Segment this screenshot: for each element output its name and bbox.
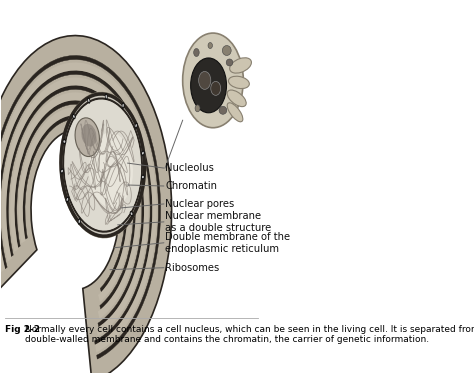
Ellipse shape <box>79 220 80 223</box>
Wedge shape <box>2 77 148 336</box>
Wedge shape <box>0 70 152 345</box>
Wedge shape <box>18 107 132 302</box>
Ellipse shape <box>106 95 107 98</box>
Ellipse shape <box>227 103 243 122</box>
Ellipse shape <box>131 212 132 215</box>
Text: Fig 2-2: Fig 2-2 <box>5 325 40 334</box>
Ellipse shape <box>61 170 63 172</box>
Ellipse shape <box>135 123 138 129</box>
Ellipse shape <box>122 104 124 107</box>
Ellipse shape <box>78 218 81 225</box>
Text: double-walled membrane and contains the chromatin, the carrier of genetic inform: double-walled membrane and contains the … <box>25 335 429 344</box>
Ellipse shape <box>191 58 227 113</box>
Ellipse shape <box>82 124 97 147</box>
Ellipse shape <box>72 114 76 119</box>
Ellipse shape <box>142 152 144 154</box>
Wedge shape <box>6 85 144 327</box>
Text: Nuclear membrane
as a double structure: Nuclear membrane as a double structure <box>165 211 271 233</box>
Ellipse shape <box>66 198 68 201</box>
Wedge shape <box>15 100 136 309</box>
Wedge shape <box>10 92 140 319</box>
Ellipse shape <box>66 196 69 202</box>
Ellipse shape <box>222 46 231 55</box>
Ellipse shape <box>141 150 145 156</box>
Wedge shape <box>0 62 157 352</box>
Ellipse shape <box>230 58 251 73</box>
Ellipse shape <box>208 43 212 49</box>
Ellipse shape <box>194 49 199 56</box>
Ellipse shape <box>227 90 246 107</box>
Ellipse shape <box>141 175 145 180</box>
Ellipse shape <box>75 118 100 157</box>
Text: Ribosomes: Ribosomes <box>165 263 219 273</box>
Ellipse shape <box>228 76 249 89</box>
Ellipse shape <box>64 98 142 232</box>
Ellipse shape <box>73 115 75 118</box>
Ellipse shape <box>135 124 137 127</box>
Ellipse shape <box>211 82 221 95</box>
Ellipse shape <box>64 100 141 230</box>
Ellipse shape <box>105 93 108 100</box>
Ellipse shape <box>199 71 211 89</box>
Ellipse shape <box>122 102 125 109</box>
Text: Normally every cell contains a cell nucleus, which can be seen in the living cel: Normally every cell contains a cell nucl… <box>25 325 474 334</box>
Wedge shape <box>0 36 172 374</box>
Ellipse shape <box>60 168 64 174</box>
Text: Chromatin: Chromatin <box>165 181 217 191</box>
Text: Nuclear pores: Nuclear pores <box>165 199 234 209</box>
Wedge shape <box>0 55 161 359</box>
Ellipse shape <box>182 33 243 128</box>
Ellipse shape <box>87 97 91 104</box>
Text: Double membrane of the
endoplasmic reticulum: Double membrane of the endoplasmic retic… <box>165 232 290 254</box>
Ellipse shape <box>195 105 200 112</box>
Ellipse shape <box>63 139 66 144</box>
Text: Nucleolus: Nucleolus <box>165 163 214 173</box>
Ellipse shape <box>130 211 133 217</box>
Ellipse shape <box>89 132 133 208</box>
Ellipse shape <box>142 176 144 178</box>
Ellipse shape <box>219 106 227 114</box>
Ellipse shape <box>64 140 65 143</box>
Ellipse shape <box>60 92 145 237</box>
Wedge shape <box>23 115 128 292</box>
Ellipse shape <box>88 99 90 102</box>
Ellipse shape <box>226 59 233 66</box>
